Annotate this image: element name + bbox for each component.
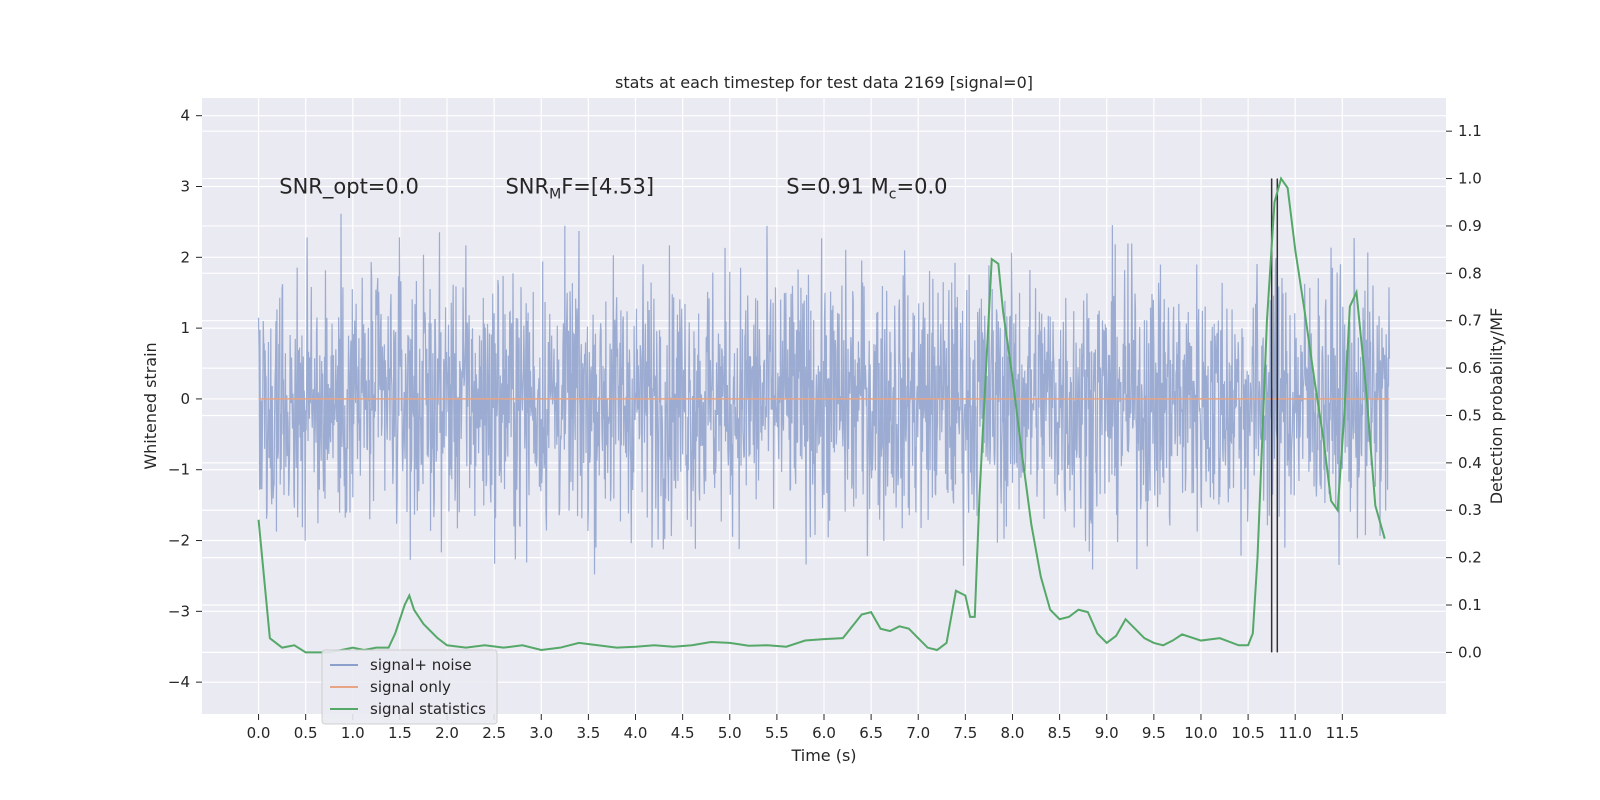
x-axis: 0.0 0.5 1.0 1.5 2.0 2.5 3.0 3.5 4.0 4.5 5.0 5.5 6.0 6… xyxy=(247,714,1359,742)
x-axis-title: Time (s) xyxy=(790,746,856,765)
x-tick-label: 8.5 xyxy=(1048,724,1072,742)
y2-tick-label: 1.0 xyxy=(1458,170,1482,188)
x-tick-label: 3.0 xyxy=(529,724,553,742)
y2-tick-label: 0.1 xyxy=(1458,596,1482,614)
y2-tick-label: 0.3 xyxy=(1458,501,1482,519)
x-tick-label: 0.5 xyxy=(294,724,318,742)
x-tick-label: 11.5 xyxy=(1326,724,1359,742)
y2-tick-label: 0.7 xyxy=(1458,312,1482,330)
y2-tick-label: 0.6 xyxy=(1458,359,1482,377)
signal-statistics-line xyxy=(257,176,1386,654)
x-tick-label: 6.0 xyxy=(812,724,836,742)
annotation-1: SNRMF=[4.53] xyxy=(505,175,654,203)
chart-title: stats at each timestep for test data 216… xyxy=(615,73,1033,92)
y2-tick-label: 0.8 xyxy=(1458,264,1482,282)
x-tick-label: 9.0 xyxy=(1095,724,1119,742)
x-tick-label: 0.0 xyxy=(247,724,271,742)
legend-label-statistics: signal statistics xyxy=(370,700,486,718)
x-tick-label: 1.5 xyxy=(388,724,412,742)
x-tick-label: 11.0 xyxy=(1279,724,1312,742)
y2-tick-label: 0.5 xyxy=(1458,406,1482,424)
y2-tick-label: 1.1 xyxy=(1458,122,1482,140)
y2-tick-label: 0.4 xyxy=(1458,454,1482,472)
y2-tick-label: 0.2 xyxy=(1458,549,1482,567)
legend-label-noise: signal+ noise xyxy=(370,656,472,674)
y-tick-label: −3 xyxy=(168,602,190,620)
y-axis-right: 1.1 1.0 0.9 0.8 0.7 0.6 0.5 0.4 0.3 0.2 0.1 0.0 xyxy=(1446,122,1482,661)
y2-axis-title: Detection probability/MF xyxy=(1487,308,1506,505)
y-tick-label: −4 xyxy=(168,673,190,691)
noise-line xyxy=(257,213,1391,575)
legend: signal+ noise signal only signal statist… xyxy=(321,649,498,725)
x-tick-label: 6.5 xyxy=(859,724,883,742)
y-tick-label: 0 xyxy=(180,390,190,408)
y-tick-label: 1 xyxy=(180,319,190,337)
x-tick-label: 4.5 xyxy=(671,724,695,742)
x-tick-label: 5.0 xyxy=(718,724,742,742)
x-tick-label: 3.5 xyxy=(576,724,600,742)
y-tick-label: −1 xyxy=(168,461,190,479)
noise-series xyxy=(257,213,1391,575)
legend-box xyxy=(321,649,498,725)
x-tick-label: 9.5 xyxy=(1142,724,1166,742)
y-axis-title: Whitened strain xyxy=(141,342,160,469)
x-tick-label: 7.5 xyxy=(953,724,977,742)
annotations: SNR_opt=0.0 SNRMF=[4.53] S=0.91 Mc=0.0 xyxy=(279,175,947,203)
x-tick-label: 5.5 xyxy=(765,724,789,742)
y-tick-label: 3 xyxy=(180,178,190,196)
y2-tick-label: 0.0 xyxy=(1458,643,1482,661)
y-tick-label: 2 xyxy=(180,248,190,266)
signal-statistics-series xyxy=(257,176,1386,654)
y-tick-label: 4 xyxy=(180,107,190,125)
x-tick-label: 2.0 xyxy=(435,724,459,742)
x-tick-label: 8.0 xyxy=(1001,724,1025,742)
y2-tick-label: 0.9 xyxy=(1458,217,1482,235)
x-tick-label: 4.0 xyxy=(624,724,648,742)
legend-label-signal-only: signal only xyxy=(370,678,451,696)
annotation-2: S=0.91 Mc=0.0 xyxy=(786,175,947,203)
y-tick-label: −2 xyxy=(168,532,190,550)
x-tick-label: 7.0 xyxy=(906,724,930,742)
annotation-0: SNR_opt=0.0 xyxy=(279,175,419,200)
x-tick-label: 10.5 xyxy=(1231,724,1264,742)
x-tick-label: 10.0 xyxy=(1184,724,1217,742)
x-tick-label: 2.5 xyxy=(482,724,506,742)
y-axis-left: 4 3 2 1 0 −1 −2 −3 −4 xyxy=(168,107,202,691)
x-tick-label: 1.0 xyxy=(341,724,365,742)
